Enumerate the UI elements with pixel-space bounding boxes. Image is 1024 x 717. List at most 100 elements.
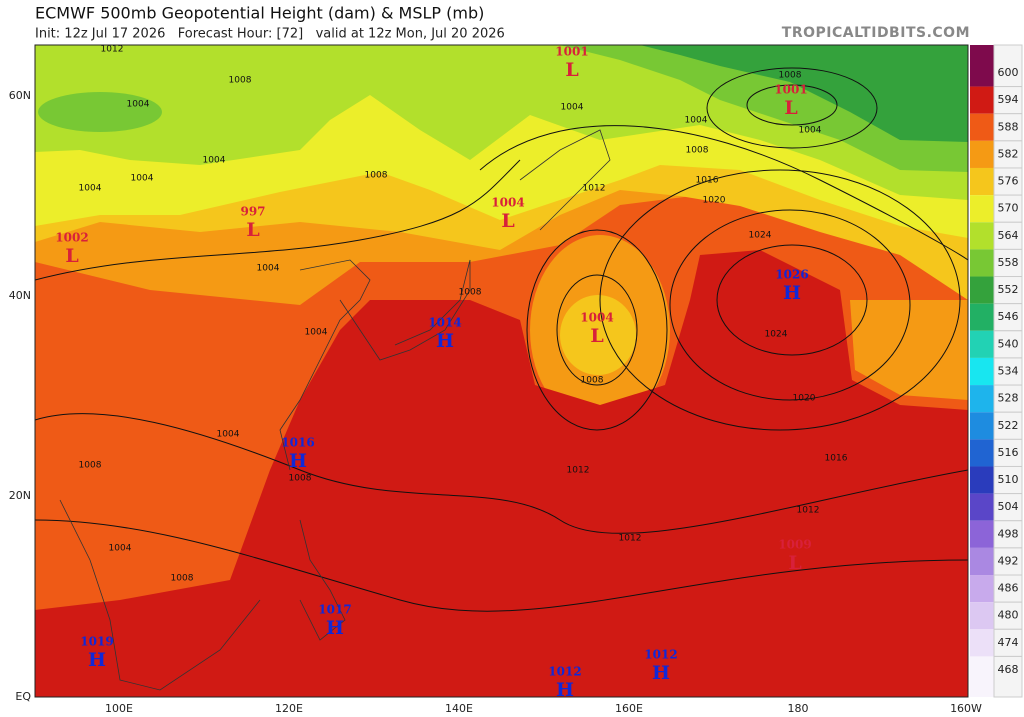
isobar-label: 1012: [101, 45, 124, 55]
colorbar-swatch: [970, 466, 994, 494]
colorbar-cell: [993, 520, 1023, 549]
colorbar-cell: [993, 194, 1023, 223]
colorbar-label: 480: [998, 609, 1019, 622]
colorbar-label: 522: [998, 419, 1019, 432]
isobar-label: 1008: [171, 574, 194, 584]
isobar-label: 1008: [779, 71, 802, 81]
colorbar-swatch: [970, 303, 994, 331]
pressure-value: 1009: [778, 538, 811, 552]
pressure-letter: L: [65, 245, 78, 267]
isobar-label: 1004: [561, 103, 584, 113]
isobar-label: 1008: [289, 474, 312, 484]
colorbar-swatch: [970, 249, 994, 277]
isobar-label: 1008: [79, 461, 102, 471]
colorbar-swatch: [970, 276, 994, 304]
isobar-label: 1004: [799, 126, 822, 136]
height-fill: [35, 250, 968, 697]
colorbar-swatch: [970, 86, 994, 114]
colorbar-swatch: [970, 167, 994, 196]
coastlines: [59, 129, 611, 691]
pressure-value: 1001: [555, 45, 588, 59]
colorbar-cell: [993, 465, 1023, 495]
colorbar-swatch: [970, 222, 994, 250]
colorbar-cell: [993, 655, 1023, 698]
colorbar-swatch: [970, 195, 994, 223]
colorbar-swatch: [970, 493, 994, 521]
isobars: [35, 67, 968, 612]
colorbar-cell: [993, 601, 1023, 630]
pressure-value: 1012: [644, 648, 677, 662]
pressure-value: 1004: [491, 196, 524, 210]
pressure-letter: H: [783, 282, 801, 304]
colorbar-label: 492: [998, 554, 1019, 567]
pressure-value: 1001: [774, 83, 807, 97]
pressure-value: 1004: [580, 311, 613, 325]
colorbar-label: 504: [998, 500, 1019, 513]
pressure-letter: H: [556, 679, 574, 701]
pressure-letter: L: [246, 219, 259, 241]
colorbar-label: 582: [998, 147, 1019, 160]
map: 1012 1008 1004 1004 1004 1004 1008 1004 1012 1008…: [35, 45, 968, 701]
pressure-value: 1026: [775, 268, 808, 282]
colorbar-label: 528: [998, 392, 1019, 405]
colorbar-cell: [993, 113, 1023, 142]
colorbar-cell: [993, 574, 1023, 603]
pressure-value: 1017: [318, 603, 351, 617]
title: ECMWF 500mb Geopotential Height (dam) & …: [35, 4, 484, 23]
colorbar-swatch: [970, 412, 994, 440]
pressure-value: 1002: [55, 231, 88, 245]
isobar-label: 1004: [109, 544, 132, 554]
isobar-label: 1008: [229, 76, 252, 86]
isobar-label: 1004: [131, 174, 154, 184]
colorbar-label: 576: [998, 175, 1019, 188]
colorbar-swatch: [970, 45, 994, 87]
lat-label: 20N: [9, 489, 31, 502]
colorbar-label: 594: [998, 93, 1019, 106]
isobar-label: 1004: [305, 328, 328, 338]
isobar-label: 1024: [749, 231, 772, 241]
colorbar-cell: [993, 167, 1023, 196]
colorbar-cell: [993, 628, 1023, 657]
colorbar-label: 474: [998, 636, 1019, 649]
colorbar-cell: [993, 493, 1023, 522]
colorbar-cell: [993, 221, 1023, 250]
lon-label: 160W: [950, 702, 982, 715]
colorbar-swatch: [970, 330, 994, 358]
colorbar-cell: [993, 303, 1023, 332]
height-fill: [38, 92, 162, 132]
lat-label: 60N: [9, 89, 31, 102]
colorbar-label: 498: [998, 527, 1019, 540]
isobar-label: 1012: [583, 184, 606, 194]
colorbar-swatch: [970, 547, 994, 576]
colorbar-label: 510: [998, 473, 1019, 486]
pressure-letter: L: [590, 325, 603, 347]
pressure-letter: H: [88, 649, 106, 671]
colorbar-cell: [993, 547, 1023, 576]
colorbar-label: 534: [998, 365, 1019, 378]
pressure-letter: L: [565, 59, 578, 81]
isobar-label: 1012: [797, 506, 820, 516]
colorbar-swatch: [970, 656, 994, 697]
colorbar-swatch: [970, 439, 994, 467]
colorbar-label: 570: [998, 202, 1019, 215]
isobar-label: 1012: [619, 534, 642, 544]
colorbar-label: 468: [998, 663, 1019, 676]
lon-label: 120E: [275, 702, 303, 715]
isobar-label: 1004: [79, 184, 102, 194]
colorbar-label: 552: [998, 283, 1019, 296]
isobar-label: 1016: [696, 176, 719, 186]
lon-label: 180: [788, 702, 809, 715]
pressure-value: 1019: [80, 635, 113, 649]
colorbar-label: 546: [998, 310, 1019, 323]
colorbar-cell: [993, 86, 1023, 115]
isobar-label: 1012: [567, 466, 590, 476]
colorbar-swatch: [970, 602, 994, 630]
isobar-label: 1020: [793, 394, 816, 404]
pressure-letter: H: [652, 662, 670, 684]
isobar-label: 1008: [365, 171, 388, 181]
lon-label: 160E: [615, 702, 643, 715]
pressure-letter: L: [501, 210, 514, 232]
colorbar-swatch: [970, 385, 994, 413]
pressure-value: 1012: [548, 665, 581, 679]
